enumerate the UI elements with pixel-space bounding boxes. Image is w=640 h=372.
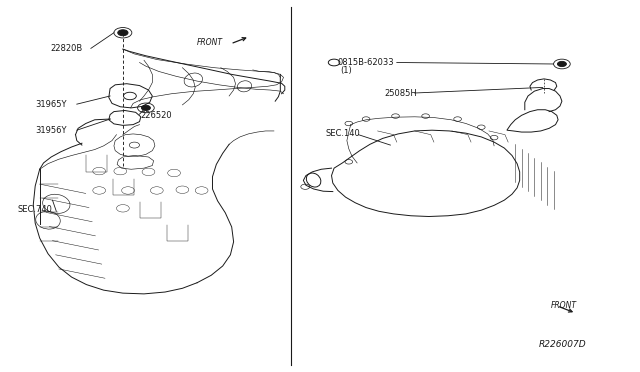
Circle shape — [141, 105, 150, 110]
Text: SEC.140: SEC.140 — [325, 129, 360, 138]
Text: 31956Y: 31956Y — [35, 126, 67, 135]
Text: FRONT: FRONT — [196, 38, 223, 47]
Circle shape — [118, 30, 128, 36]
Circle shape — [557, 61, 566, 67]
Text: 0815B-62033: 0815B-62033 — [337, 58, 394, 67]
Text: 25085H: 25085H — [384, 89, 417, 97]
Text: 226520: 226520 — [141, 111, 172, 120]
Text: R226007D: R226007D — [539, 340, 586, 349]
Text: 22820B: 22820B — [50, 44, 82, 53]
Text: FRONT: FRONT — [550, 301, 577, 310]
Text: (1): (1) — [340, 66, 352, 75]
Text: SEC.740: SEC.740 — [18, 205, 52, 214]
Text: 31965Y: 31965Y — [35, 100, 67, 109]
